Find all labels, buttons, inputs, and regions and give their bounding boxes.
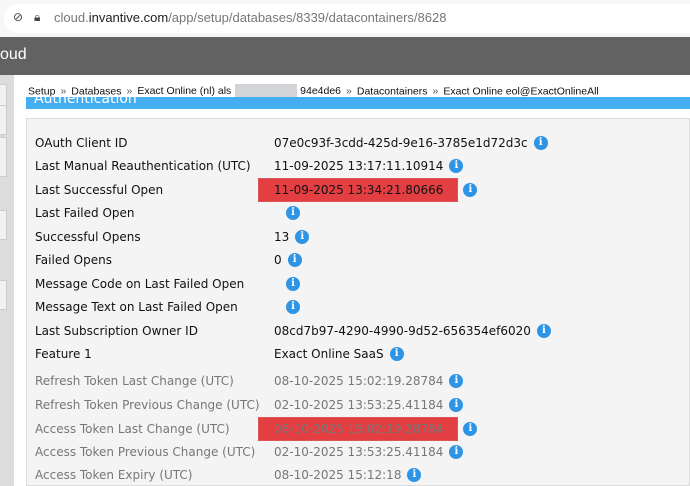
field-value-wrap: 11-09-2025 13:17:11.10914 i bbox=[274, 159, 464, 173]
field-value-wrap: Exact Online SaaS i bbox=[274, 347, 404, 361]
info-icon[interactable]: i bbox=[286, 277, 300, 291]
breadcrumb: Setup» Databases» Exact Online (nl) als 94… bbox=[28, 84, 599, 99]
breadcrumb-datacontainers[interactable]: Datacontainers bbox=[356, 85, 428, 98]
breadcrumb-setup[interactable]: Setup bbox=[28, 85, 56, 98]
info-icon[interactable]: i bbox=[536, 324, 551, 338]
info-icon[interactable]: i bbox=[449, 445, 464, 459]
info-icon[interactable]: i bbox=[463, 422, 478, 436]
field-value: 13 bbox=[274, 230, 290, 244]
field-value-wrap: i bbox=[274, 300, 300, 314]
redacted-block bbox=[235, 84, 298, 99]
field-label: Last Manual Reauthentication (UTC) bbox=[35, 159, 251, 173]
section-title: Authentication bbox=[34, 97, 137, 107]
field-value: 08cd7b97-4290-4990-9d52-656354ef6020 bbox=[274, 324, 531, 338]
url-text[interactable]: cloud.invantive.com/app/setup/databases/… bbox=[54, 10, 446, 25]
breadcrumb-database[interactable]: Exact Online (nl) als 94e4de6 bbox=[137, 84, 342, 99]
url-host: invantive.com bbox=[88, 10, 169, 25]
field-label: Access Token Expiry (UTC) bbox=[35, 468, 193, 482]
field-label: Last Failed Open bbox=[35, 206, 135, 220]
info-icon[interactable]: i bbox=[449, 398, 464, 412]
field-value-wrap: 08-10-2025 15:02:19.28784 i bbox=[257, 417, 478, 441]
field-value-wrap: 02-10-2025 13:53:25.41184 i bbox=[274, 445, 464, 459]
field-value: 02-10-2025 13:53:25.41184 bbox=[274, 398, 444, 412]
field-value: 02-10-2025 13:53:25.41184 bbox=[274, 445, 444, 459]
field-label: Last Subscription Owner ID bbox=[35, 324, 198, 338]
field-value: 08-10-2025 15:12:18 bbox=[274, 468, 402, 482]
info-icon[interactable]: i bbox=[389, 347, 404, 361]
breadcrumb-databases[interactable]: Databases bbox=[71, 85, 122, 98]
field-value: 07e0c93f-3cdd-425d-9e16-3785e1d72d3c bbox=[274, 136, 528, 150]
field-label: Refresh Token Previous Change (UTC) bbox=[35, 398, 260, 412]
info-icon[interactable]: i bbox=[286, 300, 300, 314]
field-label: Feature 1 bbox=[35, 347, 92, 361]
field-value-wrap: i bbox=[274, 277, 300, 291]
sidebar-tab[interactable] bbox=[0, 280, 7, 310]
sidebar bbox=[0, 75, 14, 486]
sidebar-tab[interactable] bbox=[0, 137, 7, 177]
section-header: Authentication bbox=[26, 97, 690, 109]
field-label: Successful Opens bbox=[35, 230, 141, 244]
field-value: 11-09-2025 13:17:11.10914 bbox=[274, 159, 444, 173]
info-icon[interactable]: i bbox=[449, 374, 464, 388]
field-value-wrap: 08-10-2025 15:12:18 i bbox=[274, 468, 422, 482]
field-label: Access Token Previous Change (UTC) bbox=[35, 445, 256, 459]
main-content: Setup» Databases» Exact Online (nl) als 94… bbox=[14, 75, 690, 486]
sidebar-tab[interactable] bbox=[0, 210, 7, 240]
field-value: Exact Online SaaS bbox=[274, 347, 384, 361]
field-label: Refresh Token Last Change (UTC) bbox=[35, 374, 234, 388]
field-value-wrap: 13 i bbox=[274, 230, 310, 244]
address-bar[interactable] bbox=[4, 4, 690, 33]
info-icon[interactable]: i bbox=[286, 206, 300, 220]
field-label: OAuth Client ID bbox=[35, 136, 128, 150]
authentication-panel: OAuth Client ID 07e0c93f-3cdd-425d-9e16-3… bbox=[26, 118, 690, 486]
info-icon[interactable]: i bbox=[407, 468, 422, 482]
field-value: 08-10-2025 15:02:19.28784 bbox=[257, 417, 459, 441]
field-value: 0 bbox=[274, 253, 282, 267]
field-value-wrap: 08cd7b97-4290-4990-9d52-656354ef6020 i bbox=[274, 324, 551, 338]
field-value: 08-10-2025 15:02:19.28784 bbox=[274, 374, 444, 388]
info-icon[interactable]: i bbox=[295, 230, 310, 244]
sidebar-tab[interactable] bbox=[0, 105, 7, 135]
info-icon[interactable]: i bbox=[463, 183, 478, 197]
field-value-wrap: 07e0c93f-3cdd-425d-9e16-3785e1d72d3c i bbox=[274, 136, 548, 150]
app-header: oud bbox=[0, 37, 690, 75]
field-label: Last Successful Open bbox=[35, 183, 164, 197]
field-label: Access Token Last Change (UTC) bbox=[35, 422, 230, 436]
tracking-prevention-icon[interactable]: ⊘ bbox=[13, 10, 24, 24]
info-icon[interactable]: i bbox=[449, 159, 464, 173]
lock-icon[interactable]: 🔒︎ bbox=[34, 10, 41, 24]
app-title: oud bbox=[0, 46, 27, 63]
field-value-wrap: i bbox=[274, 206, 300, 220]
field-label: Message Text on Last Failed Open bbox=[35, 300, 238, 314]
breadcrumb-current: Exact Online eol@ExactOnlineAll bbox=[443, 85, 599, 98]
field-value: 11-09-2025 13:34:21.80666 bbox=[257, 178, 459, 202]
field-label: Failed Opens bbox=[35, 253, 112, 267]
field-value-wrap: 08-10-2025 15:02:19.28784 i bbox=[274, 374, 464, 388]
url-path: /app/setup/databases/8339/datacontainers… bbox=[168, 10, 447, 25]
address-bar-area: ⊘ 🔒︎ cloud.invantive.com/app/setup/datab… bbox=[0, 0, 690, 37]
field-label: Message Code on Last Failed Open bbox=[35, 277, 245, 291]
info-icon[interactable]: i bbox=[287, 253, 302, 267]
info-icon[interactable]: i bbox=[533, 136, 548, 150]
url-host-prefix: cloud. bbox=[54, 10, 89, 25]
field-value-wrap: 02-10-2025 13:53:25.41184 i bbox=[274, 398, 464, 412]
field-value-wrap: 11-09-2025 13:34:21.80666 i bbox=[257, 178, 478, 202]
